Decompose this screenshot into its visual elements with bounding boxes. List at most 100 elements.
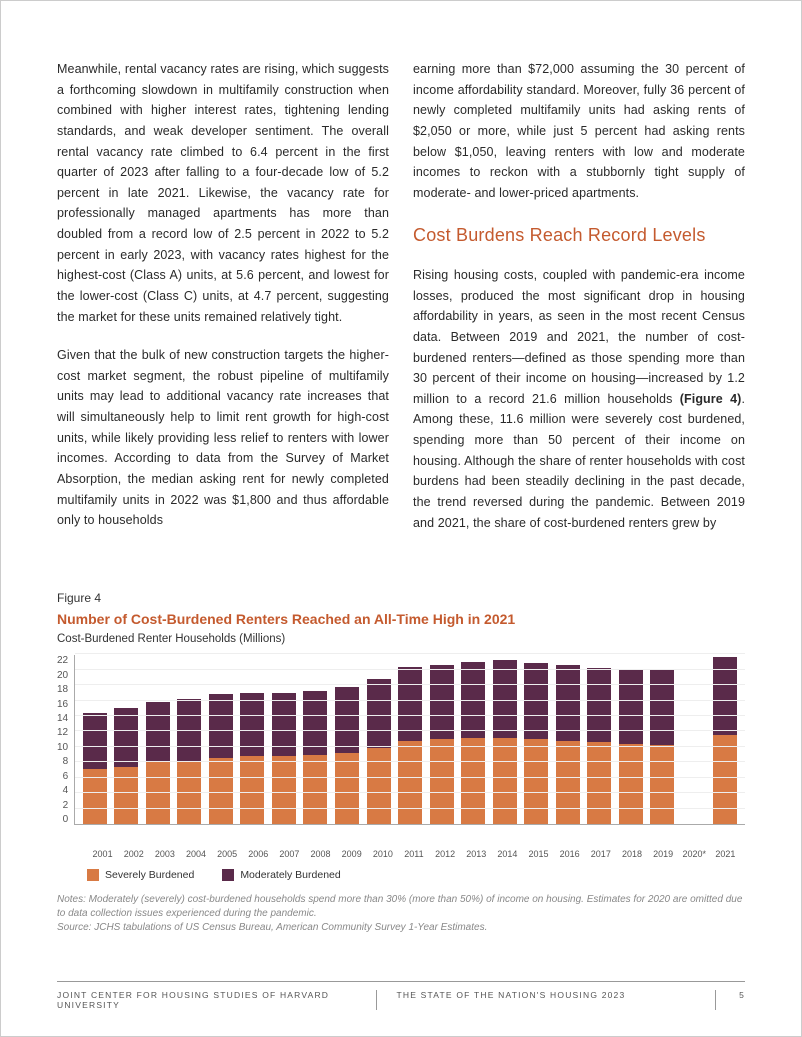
bar-segment-moderate [619, 670, 643, 744]
bars-container [75, 655, 745, 824]
legend-item-severe: Severely Burdened [87, 869, 194, 881]
paragraph: earning more than $72,000 assuming the 3… [413, 59, 745, 203]
bar-segment-severe [114, 767, 138, 824]
bar-column [272, 693, 296, 824]
bar-segment-moderate [524, 663, 548, 739]
legend-label: Severely Burdened [105, 869, 194, 881]
figure-title: Number of Cost-Burdened Renters Reached … [57, 611, 745, 627]
bar-column [524, 663, 548, 824]
x-tick: 2001 [91, 849, 115, 859]
bar-column [650, 670, 674, 825]
x-tick: 2017 [589, 849, 613, 859]
grid-line [75, 700, 745, 701]
page: Meanwhile, rental vacancy rates are risi… [0, 0, 802, 1037]
y-axis: 2220181614121086420 [57, 655, 74, 825]
grid-line [75, 808, 745, 809]
chart: 2220181614121086420 [57, 655, 745, 845]
bar-column [556, 665, 580, 824]
x-axis: 2001200220032004200520062007200820092010… [57, 845, 745, 859]
grid-line [75, 792, 745, 793]
footer-left: JOINT CENTER FOR HOUSING STUDIES OF HARV… [57, 990, 376, 1010]
x-tick: 2010 [371, 849, 395, 859]
y-tick: 4 [63, 785, 69, 796]
x-tick: 2018 [620, 849, 644, 859]
grid-line [75, 777, 745, 778]
legend: Severely Burdened Moderately Burdened [57, 869, 745, 881]
bar-segment-severe [619, 744, 643, 824]
plot-area [74, 655, 745, 825]
grid-line [75, 761, 745, 762]
x-tick: 2009 [340, 849, 364, 859]
bar-segment-moderate [209, 694, 233, 757]
legend-item-moderate: Moderately Burdened [222, 869, 340, 881]
legend-label: Moderately Burdened [240, 869, 340, 881]
bar-segment-moderate [556, 665, 580, 741]
bar-column [335, 687, 359, 825]
x-tick: 2002 [122, 849, 146, 859]
x-tick: 2020* [682, 849, 706, 859]
y-tick: 14 [57, 713, 68, 724]
grid-line [75, 669, 745, 670]
bar-segment-severe [240, 756, 264, 824]
column-right: earning more than $72,000 assuming the 3… [413, 59, 745, 551]
bar-segment-moderate [650, 670, 674, 746]
text-columns: Meanwhile, rental vacancy rates are risi… [57, 59, 745, 551]
y-tick: 16 [57, 699, 68, 710]
x-tick: 2008 [309, 849, 333, 859]
bar-segment-severe [209, 758, 233, 824]
swatch-moderate [222, 869, 234, 881]
bar-segment-moderate [335, 687, 359, 753]
x-tick: 2007 [277, 849, 301, 859]
x-tick: 2005 [215, 849, 239, 859]
bar-column [240, 693, 264, 824]
figure-notes: Notes: Moderately (severely) cost-burden… [57, 893, 745, 935]
bar-segment-severe [493, 738, 517, 825]
bar-segment-severe [524, 739, 548, 824]
x-tick: 2016 [558, 849, 582, 859]
bar-segment-moderate [114, 708, 138, 767]
page-number: 5 [715, 990, 745, 1010]
bar-segment-severe [367, 748, 391, 824]
x-tick: 2021 [713, 849, 737, 859]
bar-segment-severe [713, 735, 737, 825]
y-tick: 22 [57, 655, 68, 666]
bar-segment-severe [461, 738, 485, 825]
bar-column [619, 670, 643, 825]
bar-segment-moderate [367, 679, 391, 749]
footer-right: THE STATE OF THE NATION'S HOUSING 2023 [376, 990, 716, 1010]
y-tick: 8 [63, 756, 69, 767]
grid-line [75, 730, 745, 731]
x-tick: 2014 [495, 849, 519, 859]
bar-segment-moderate [430, 665, 454, 739]
x-tick: 2013 [464, 849, 488, 859]
x-tick: 2011 [402, 849, 426, 859]
grid-line [75, 715, 745, 716]
figure-ref: (Figure 4) [680, 392, 742, 406]
bar-segment-severe [146, 762, 170, 824]
source-line: Source: JCHS tabulations of US Census Bu… [57, 921, 745, 935]
y-tick: 18 [57, 684, 68, 695]
bar-column [430, 665, 454, 824]
paragraph: Meanwhile, rental vacancy rates are risi… [57, 59, 389, 327]
text-run: Rising housing costs, coupled with pande… [413, 268, 745, 406]
grid-line [75, 653, 745, 654]
y-tick: 12 [57, 727, 68, 738]
x-tick: 2019 [651, 849, 675, 859]
grid-line [75, 684, 745, 685]
figure-label: Figure 4 [57, 591, 745, 605]
x-tick: 2003 [153, 849, 177, 859]
notes-line: Notes: Moderately (severely) cost-burden… [57, 893, 745, 921]
bar-segment-severe [303, 755, 327, 825]
x-tick: 2015 [527, 849, 551, 859]
bar-segment-severe [335, 753, 359, 824]
bar-segment-severe [587, 742, 611, 824]
bar-column [367, 679, 391, 824]
swatch-severe [87, 869, 99, 881]
section-heading: Cost Burdens Reach Record Levels [413, 221, 745, 251]
bar-segment-severe [398, 741, 422, 824]
text-run: . Among these, 11.6 million were severel… [413, 392, 745, 530]
bar-segment-severe [556, 741, 580, 824]
paragraph: Rising housing costs, coupled with pande… [413, 265, 745, 533]
bar-segment-severe [272, 756, 296, 824]
bar-segment-severe [430, 739, 454, 824]
